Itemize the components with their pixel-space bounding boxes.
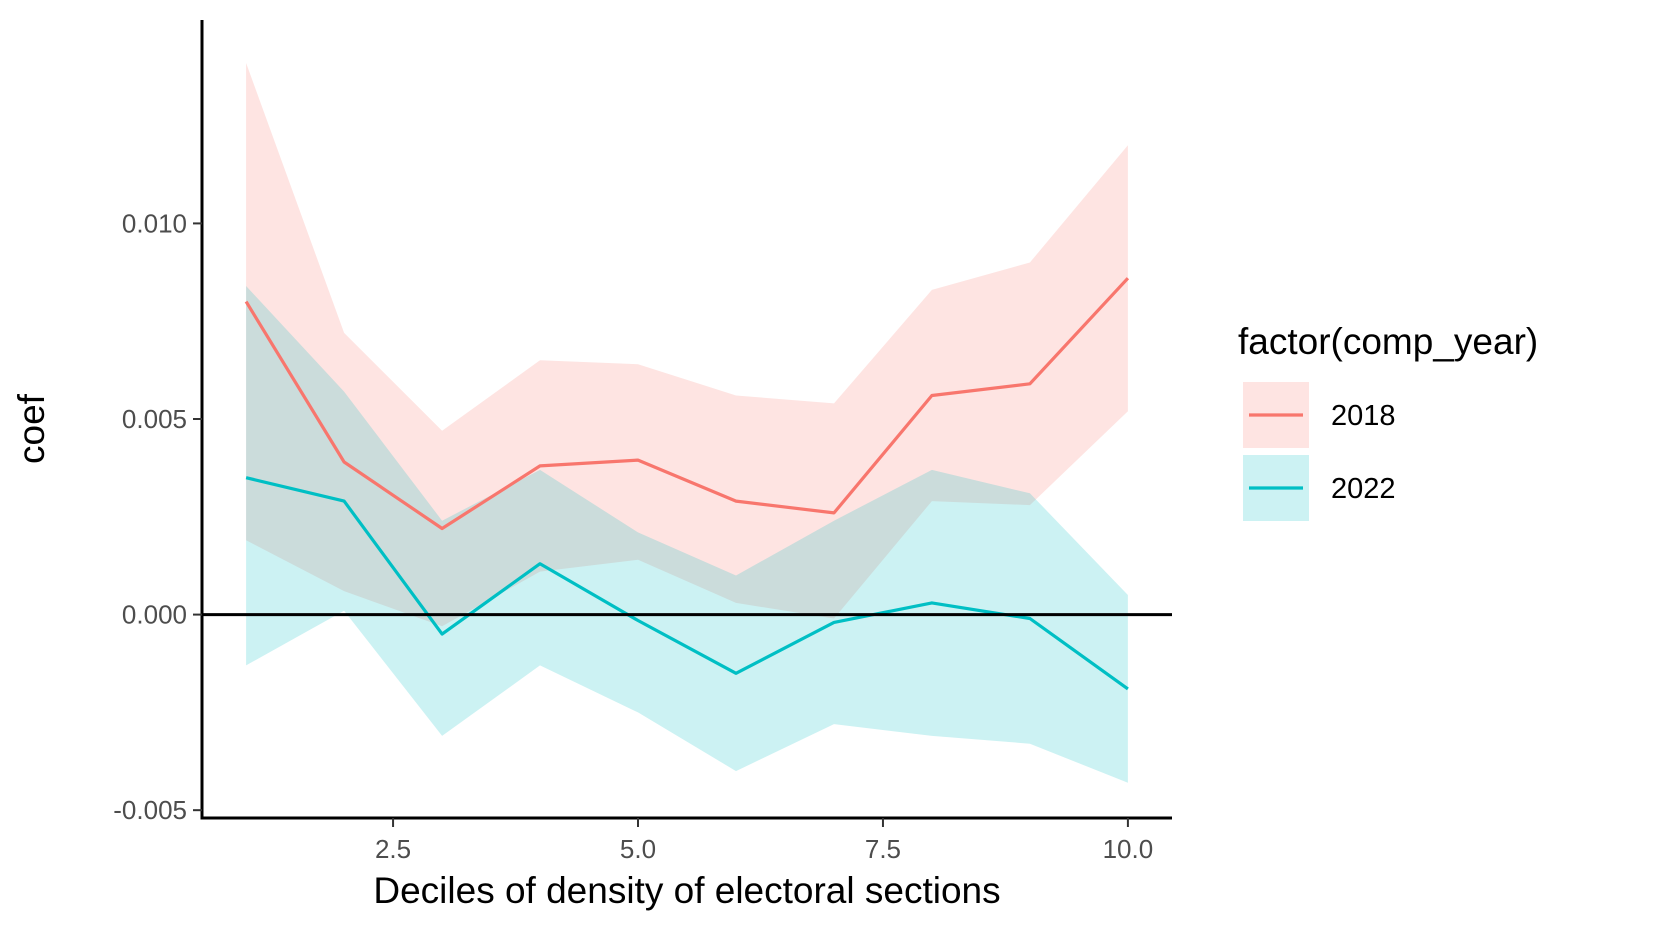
x-tick-label: 7.5 [865,834,901,864]
y-axis-title: coef [11,393,52,464]
y-tick-label: 0.005 [122,404,187,434]
y-tick-label: 0.000 [122,600,187,630]
y-tick-label: -0.005 [113,795,187,825]
series-line-2018 [244,277,1130,531]
legend: factor(comp_year) 2018 2022 [1238,321,1538,521]
legend-label-2022: 2022 [1331,473,1396,505]
series-line-2022 [245,476,1129,691]
confidence-band-2018 [246,63,1128,627]
confidence-bands [246,63,1128,783]
y-tick-label: 0.010 [122,208,187,238]
x-tick-label: 5.0 [620,834,656,864]
x-tick-label: 10.0 [1103,834,1154,864]
legend-title: factor(comp_year) [1238,321,1538,362]
legend-label-2018: 2018 [1331,400,1396,432]
axis-ticks: 2.5 5.0 7.5 10.0 -0.005 0.000 0.005 0.010 [113,208,1153,864]
confidence-band-2022 [246,286,1128,783]
legend-items: 2018 2022 [1243,382,1396,521]
series-lines [244,277,1130,691]
x-axis-title: Deciles of density of electoral sections [373,870,1000,911]
x-tick-label: 2.5 [375,834,411,864]
